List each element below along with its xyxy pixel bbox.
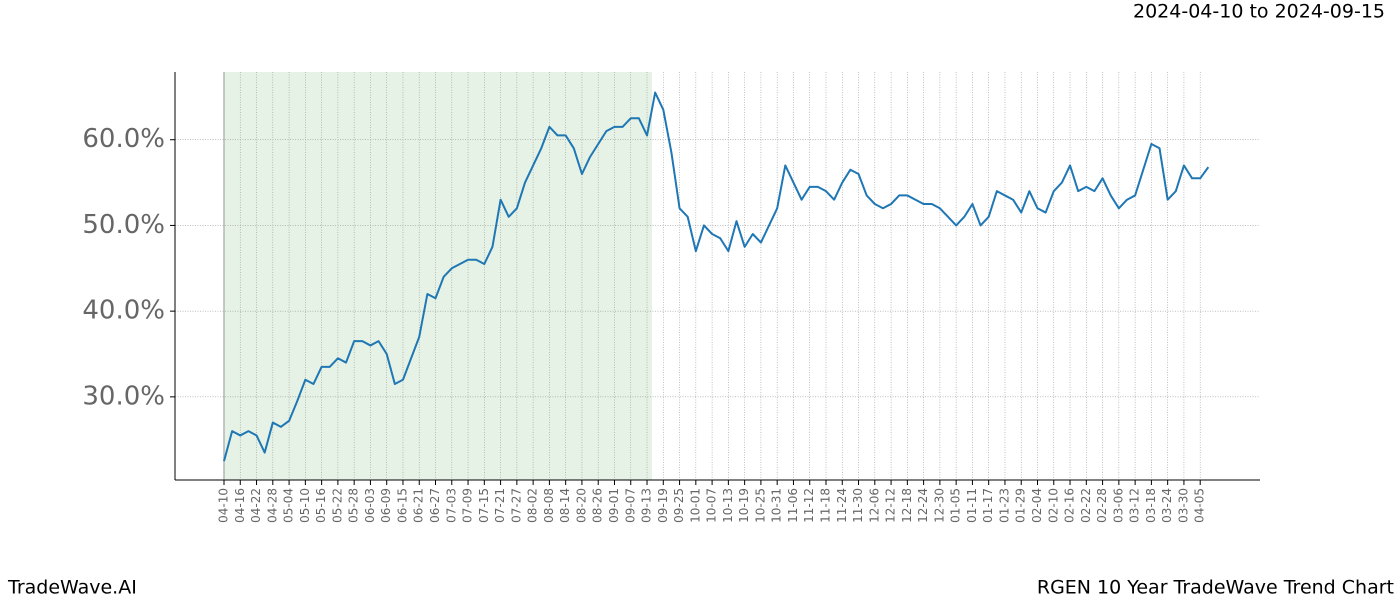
x-tick-label: 09-19 xyxy=(656,488,670,523)
x-tick-label: 11-24 xyxy=(835,488,849,523)
x-tick-label: 08-20 xyxy=(574,488,588,523)
x-tick-label: 12-24 xyxy=(916,488,930,523)
x-tick-label: 01-29 xyxy=(1014,488,1028,523)
x-tick-label: 07-09 xyxy=(461,488,475,523)
x-tick-label: 08-08 xyxy=(542,488,556,523)
chart-title: RGEN 10 Year TradeWave Trend Chart xyxy=(1037,577,1394,599)
x-tick-label: 06-09 xyxy=(379,488,393,523)
x-tick-label: 12-12 xyxy=(884,488,898,523)
x-tick-label: 12-18 xyxy=(900,488,914,523)
x-tick-label: 10-19 xyxy=(737,488,751,523)
x-tick-label: 01-17 xyxy=(981,488,995,523)
x-tick-label: 01-05 xyxy=(949,488,963,523)
x-tick-label: 02-16 xyxy=(1063,488,1077,523)
x-tick-label: 09-25 xyxy=(672,488,686,523)
x-tick-label: 05-22 xyxy=(330,488,344,523)
x-tick-label: 05-10 xyxy=(298,488,312,523)
x-tick-label: 07-03 xyxy=(444,488,458,523)
x-tick-label: 07-27 xyxy=(509,488,523,523)
x-tick-label: 02-22 xyxy=(1079,488,1093,523)
x-tick-label: 12-30 xyxy=(932,488,946,523)
x-tick-label: 10-31 xyxy=(770,488,784,523)
x-tick-label: 02-10 xyxy=(1046,488,1060,523)
x-tick-label: 09-13 xyxy=(640,488,654,523)
x-tick-label: 03-30 xyxy=(1176,488,1190,523)
x-tick-label: 11-12 xyxy=(802,488,816,523)
x-tick-label: 11-06 xyxy=(786,488,800,523)
x-tick-label: 01-11 xyxy=(965,488,979,523)
x-tick-label: 08-26 xyxy=(591,488,605,523)
x-tick-label: 03-18 xyxy=(1144,488,1158,523)
x-tick-label: 10-13 xyxy=(721,488,735,523)
x-tick-label: 10-07 xyxy=(705,488,719,523)
trend-line xyxy=(223,91,1210,462)
x-tick-label: 02-04 xyxy=(1030,488,1044,523)
x-tick-label: 08-02 xyxy=(526,488,540,523)
x-tick-label: 07-21 xyxy=(493,488,507,523)
x-tick-label: 02-28 xyxy=(1095,488,1109,523)
x-tick-label: 09-07 xyxy=(623,488,637,523)
x-tick-label: 03-24 xyxy=(1160,488,1174,523)
x-tick-label: 03-12 xyxy=(1128,488,1142,523)
x-tick-label: 08-14 xyxy=(558,488,572,523)
y-tick-label: 30.0% xyxy=(82,381,165,411)
x-tick-label: 04-22 xyxy=(249,488,263,523)
x-tick-label: 11-30 xyxy=(851,488,865,523)
x-tick-label: 06-21 xyxy=(412,488,426,523)
x-tick-label: 12-06 xyxy=(867,488,881,523)
x-tick-label: 04-10 xyxy=(217,488,231,523)
x-tick-label: 06-03 xyxy=(363,488,377,523)
brand: TradeWave.AI xyxy=(7,577,137,599)
x-tick-label: 11-18 xyxy=(818,488,832,523)
y-tick-label: 40.0% xyxy=(82,296,165,326)
y-tick-label: 50.0% xyxy=(82,210,165,240)
x-tick-label: 10-01 xyxy=(688,488,702,523)
x-tick-label: 04-05 xyxy=(1193,488,1207,523)
x-tick-label: 06-15 xyxy=(395,488,409,523)
x-tick-label: 09-01 xyxy=(607,488,621,523)
x-tick-label: 03-06 xyxy=(1111,488,1125,523)
x-tick-label: 05-16 xyxy=(314,488,328,523)
x-tick-label: 04-28 xyxy=(265,488,279,523)
date-range: 2024-04-10 to 2024-09-15 xyxy=(1133,1,1385,23)
x-tick-label: 07-15 xyxy=(477,488,491,523)
y-tick-label: 60.0% xyxy=(82,124,165,154)
x-tick-label: 05-28 xyxy=(347,488,361,523)
x-tick-label: 01-23 xyxy=(997,488,1011,523)
highlight-region xyxy=(224,72,653,480)
x-tick-label: 10-25 xyxy=(753,488,767,523)
x-tick-label: 05-04 xyxy=(282,488,296,523)
x-tick-label: 04-16 xyxy=(233,488,247,523)
x-tick-label: 06-27 xyxy=(428,488,442,523)
